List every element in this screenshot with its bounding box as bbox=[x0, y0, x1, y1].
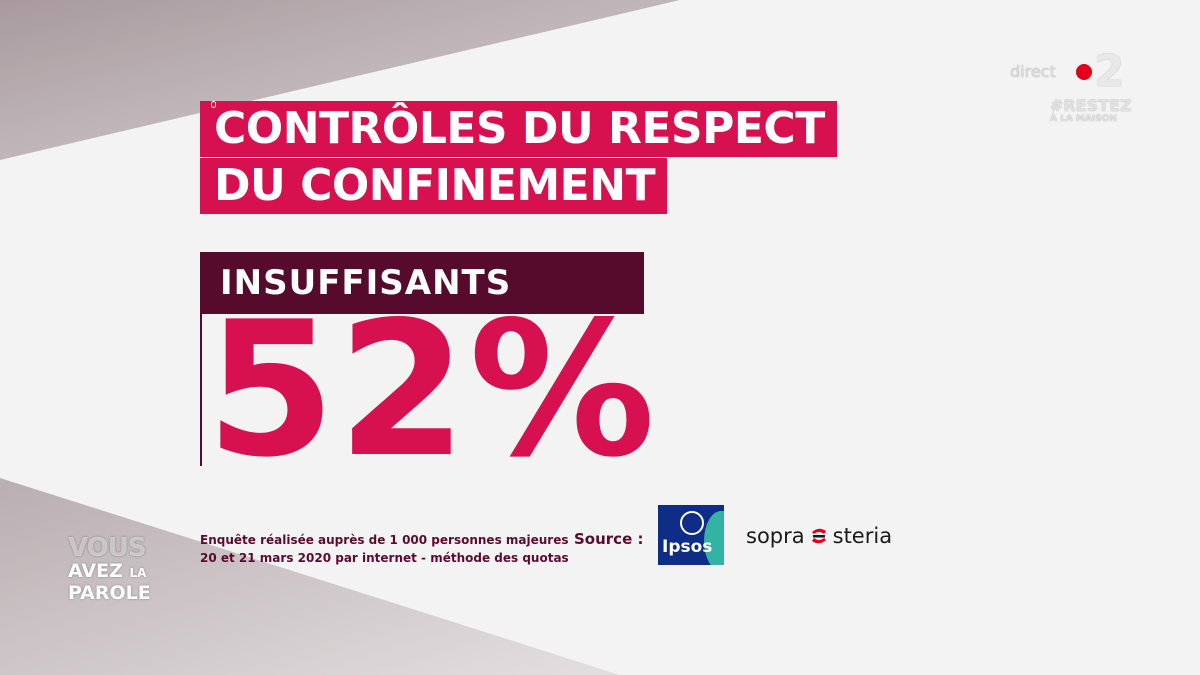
title-corner-mark bbox=[211, 101, 216, 108]
sopra-word: sopra bbox=[746, 524, 805, 548]
show-logo-line1: VOUS bbox=[68, 533, 147, 563]
result-divider bbox=[200, 314, 202, 466]
channel-tag-line1: #RESTEZ bbox=[1050, 96, 1132, 115]
show-logo-line2a: AVEZ bbox=[68, 560, 123, 582]
channel-tag-line2: À LA MAISON bbox=[1050, 114, 1117, 124]
sopra-steria-logo-icon bbox=[809, 526, 829, 546]
bottom-left-wedge bbox=[0, 478, 620, 675]
ipsos-wordmark: Ipsos bbox=[662, 537, 713, 557]
ipsos-leaf-shape bbox=[704, 511, 724, 565]
show-logo-line3: PAROLE bbox=[68, 582, 151, 604]
ipsos-face-shape bbox=[680, 511, 704, 535]
channel-number: 2 bbox=[1094, 46, 1125, 97]
title-line-2: DU CONFINEMENT bbox=[200, 158, 668, 214]
show-logo-line2b: LA bbox=[129, 566, 147, 580]
ipsos-logo-icon: Ipsos bbox=[658, 505, 724, 565]
result-percentage: 52% bbox=[206, 281, 658, 498]
source-label: Source : bbox=[574, 530, 644, 548]
result-label: INSUFFISANTS bbox=[200, 252, 644, 314]
channel-logo: direct 2 #RESTEZ À LA MAISON bbox=[1010, 46, 1140, 132]
footnote-line2: 20 et 21 mars 2020 par internet - méthod… bbox=[200, 551, 569, 565]
show-logo: VOUS AVEZ LA PAROLE bbox=[68, 535, 158, 603]
title-line-1: CONTRÔLES DU RESPECT bbox=[200, 101, 837, 157]
top-left-wedge bbox=[0, 0, 680, 160]
footnote-line1: Enquête réalisée auprès de 1 000 personn… bbox=[200, 533, 569, 547]
live-dot-icon bbox=[1076, 64, 1092, 80]
survey-footnote: Enquête réalisée auprès de 1 000 personn… bbox=[200, 531, 569, 567]
channel-direct-label: direct bbox=[1010, 62, 1056, 81]
steria-word: steria bbox=[832, 524, 893, 548]
sopra-steria-logo: sopra steria bbox=[746, 521, 892, 551]
